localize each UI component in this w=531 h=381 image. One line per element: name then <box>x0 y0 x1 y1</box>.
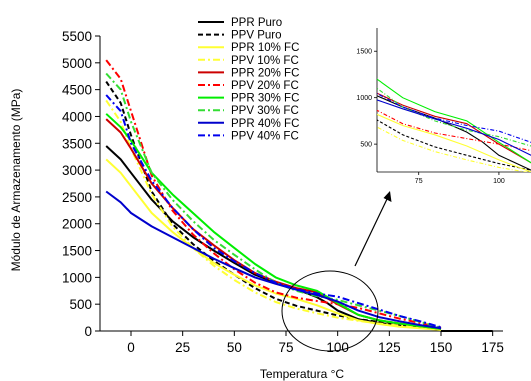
zoom-ellipse <box>281 270 379 352</box>
legend-label: PPR Puro <box>231 17 282 29</box>
inset-series-line-ppv-40-fc <box>377 92 531 143</box>
inset-series-line-ppr-30-fc <box>377 78 531 164</box>
x-tick-label: 0 <box>127 340 135 355</box>
x-tick-label: 100 <box>326 340 349 355</box>
legend-label: PPR 40% FC <box>231 118 299 130</box>
y-tick-label: 5500 <box>62 29 92 44</box>
inset-series-line-ppr-puro <box>377 95 531 171</box>
series-line-ppr-30-fc <box>105 113 442 330</box>
inset-series-layer <box>377 78 531 172</box>
inset-series-line-ppr-20-fc <box>377 92 531 164</box>
inset-series-line-ppv-10-fc <box>377 126 530 172</box>
legend-label: PPV 10% FC <box>231 55 299 67</box>
y-tick-label: 4500 <box>62 83 92 98</box>
inset-series-line-ppv-puro <box>377 119 531 171</box>
series-line-ppv-20-fc <box>105 59 442 329</box>
inset-series-line-ppr-40-fc <box>377 99 531 156</box>
legend-label: PPV 30% FC <box>231 105 299 117</box>
zoom-arrow <box>354 196 389 267</box>
series-layer <box>105 59 493 332</box>
inset-series-line-ppr-10-fc <box>377 113 531 172</box>
y-tick-label: 4000 <box>62 109 92 124</box>
x-tick-label: 25 <box>175 340 190 355</box>
y-tick-label: 2500 <box>62 190 92 205</box>
inset-y-tick-label: 500 <box>360 142 372 149</box>
legend-label: PPV 40% FC <box>231 130 299 142</box>
series-line-ppv-30-fc <box>105 72 442 329</box>
inset-series-line-ppv-30-fc <box>377 87 531 147</box>
series-line-ppv-puro <box>105 81 442 330</box>
zoom-arrow-head <box>383 191 392 202</box>
y-tick-label: 3000 <box>62 163 92 178</box>
legend-label: PPR 30% FC <box>231 93 299 105</box>
legend-label: PPR 10% FC <box>231 42 299 54</box>
inset-y-tick-label: 1000 <box>356 95 372 102</box>
y-tick-label: 0 <box>84 324 92 339</box>
series-line-ppv-10-fc <box>105 99 442 331</box>
series-line-ppr-40-fc <box>105 190 442 330</box>
zoom-annotation <box>281 191 392 352</box>
y-axis-label: Módulo de Armazenamento (MPa) <box>9 89 23 272</box>
inset-series-line-ppv-20-fc <box>377 109 531 152</box>
y-tick-label: 1500 <box>62 244 92 259</box>
y-tick-label: 2000 <box>62 217 92 232</box>
inset-x-tick-label: 75 <box>415 178 423 185</box>
inset-y-tick-label: 1500 <box>356 49 372 56</box>
y-tick-label: 5000 <box>62 56 92 71</box>
y-tick-label: 3500 <box>62 136 92 151</box>
legend-label: PPV 20% FC <box>231 80 299 92</box>
x-tick-label: 150 <box>430 340 453 355</box>
inset-x-tick-label: 100 <box>493 178 505 185</box>
x-tick-label: 75 <box>278 340 293 355</box>
series-line-ppv-40-fc <box>105 94 442 329</box>
legend-label: PPR 20% FC <box>231 67 299 79</box>
x-tick-label: 50 <box>227 340 242 355</box>
x-tick-label: 125 <box>378 340 401 355</box>
legend-label: PPV Puro <box>231 30 282 42</box>
axes: 0500100015002000250030003500400045005000… <box>62 29 504 355</box>
x-axis-label: Temperatura °C <box>260 367 344 381</box>
y-tick-label: 500 <box>69 297 92 312</box>
x-tick-label: 175 <box>481 340 504 355</box>
y-tick-label: 1000 <box>62 270 92 285</box>
inset-chart: 500 1000 1500 75 100 <box>356 28 531 185</box>
